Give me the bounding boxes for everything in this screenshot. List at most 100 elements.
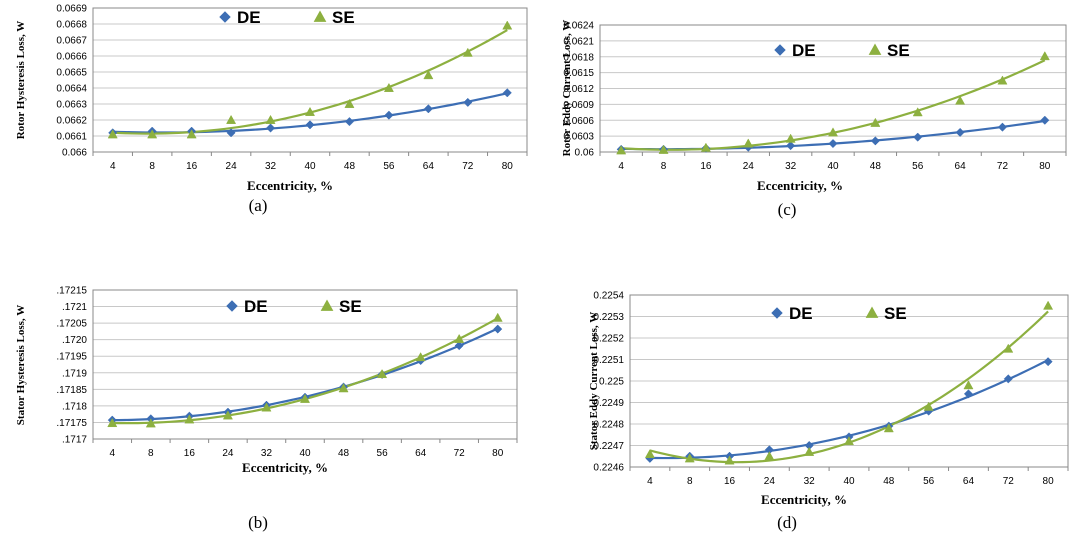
y-tick-label: 0.225: [599, 377, 624, 388]
x-tick-label: 24: [226, 161, 238, 172]
x-tick-label: 4: [647, 476, 653, 487]
panel-b-caption: (b): [248, 513, 268, 532]
y-tick-label: 0.06: [575, 148, 595, 159]
data-point-se: [147, 129, 158, 139]
data-point-se: [1039, 51, 1050, 61]
legend-label-se: SE: [339, 297, 362, 316]
legend-label-de: DE: [244, 297, 268, 316]
data-point-se: [843, 436, 855, 446]
panel-b-grid: [93, 289, 517, 440]
data-point-de: [493, 324, 503, 334]
x-tick-label: 72: [1003, 476, 1015, 487]
x-tick-label: 8: [661, 161, 667, 172]
x-tick-label: 24: [764, 476, 776, 487]
x-tick-label: 48: [344, 161, 356, 172]
data-point-se: [186, 129, 197, 139]
x-tick-label: 16: [186, 161, 198, 172]
x-tick-label: 4: [110, 161, 116, 172]
x-tick-label: 32: [804, 476, 816, 487]
x-tick-label: 48: [870, 161, 882, 172]
panel-d: 0.2246 0.2247 0.2248 0.2249 0.225 0.2251 0.225…: [588, 291, 1069, 532]
data-point-de: [1040, 115, 1050, 125]
data-point-se: [107, 417, 118, 428]
panel-a-grid: [93, 7, 527, 153]
panel-d-y-axis-title: Stator Eddy Current Loss, W: [588, 312, 600, 450]
y-tick-label: 0.0665: [56, 68, 87, 79]
panel-b-y-ticks: .1717 .17175 .1718 .17185 .1719 .17195 .1720 .1…: [56, 286, 87, 446]
legend-marker-se: [868, 43, 882, 55]
data-point-de: [1043, 357, 1053, 367]
y-tick-label: 0.2253: [593, 312, 624, 323]
plot-frame: [629, 294, 1069, 468]
x-tick-label: 4: [618, 161, 624, 172]
data-point-de: [265, 123, 276, 133]
data-point-se: [304, 106, 316, 116]
panel-b-legend: DE SE: [226, 297, 362, 316]
x-tick-label: 4: [109, 448, 115, 459]
data-point-se: [658, 144, 669, 154]
y-tick-label: .17185: [56, 385, 87, 396]
y-tick-label: 0.0667: [56, 36, 87, 47]
x-tick-label: 80: [492, 448, 504, 459]
data-point-de: [1003, 374, 1013, 384]
x-tick-label: 72: [454, 448, 466, 459]
x-tick-label: 56: [377, 448, 389, 459]
x-tick-label: 64: [415, 448, 427, 459]
data-point-se: [912, 107, 923, 117]
data-point-se: [415, 352, 426, 362]
data-point-se: [338, 383, 349, 393]
y-tick-label: 0.0668: [56, 20, 87, 31]
x-tick-label: 32: [785, 161, 797, 172]
panel-d-caption: (d): [777, 513, 797, 532]
data-point-de: [870, 136, 880, 146]
data-point-se: [492, 312, 503, 322]
y-tick-label: 0.0609: [563, 100, 594, 111]
panel-a-x-axis-title: Eccentricity, %: [247, 178, 333, 193]
data-point-se: [383, 82, 394, 92]
data-point-se: [997, 75, 1008, 85]
x-tick-label: 80: [1043, 476, 1055, 487]
panel-c-caption: (c): [778, 200, 797, 219]
x-tick-label: 56: [383, 161, 395, 172]
data-point-se: [827, 127, 839, 137]
legend-label-se: SE: [884, 304, 907, 323]
legend-label-de: DE: [789, 304, 813, 323]
y-tick-label: 0.0664: [56, 84, 87, 95]
x-tick-label: 80: [502, 161, 514, 172]
panel-b: .1717 .17175 .1718 .17185 .1719 .17195 .1720 .1…: [15, 286, 518, 532]
y-tick-label: 0.2251: [593, 355, 624, 366]
y-tick-label: .17195: [56, 352, 87, 363]
data-point-de: [913, 132, 923, 142]
y-tick-label: 0.066: [62, 148, 87, 159]
legend-marker-se: [320, 299, 334, 311]
x-tick-label: 72: [462, 161, 474, 172]
panel-a-y-axis-title: Rotor Hysteresis Loss, W: [15, 21, 27, 140]
data-point-se: [145, 418, 156, 428]
data-point-de: [963, 389, 974, 399]
panel-c-y-ticks: 0.06 0.0603 0.0606 0.0609 0.0612 0.0615 0.0618…: [563, 21, 594, 159]
data-point-se: [107, 129, 118, 139]
x-tick-label: 48: [338, 448, 350, 459]
x-tick-label: 48: [883, 476, 895, 487]
y-tick-label: 0.0662: [56, 116, 87, 127]
legend-marker-de: [219, 11, 231, 23]
panel-b-trend-lines: [112, 317, 499, 425]
data-point-se: [377, 368, 388, 379]
y-tick-label: 0.2246: [593, 463, 624, 474]
data-point-se: [724, 455, 735, 465]
x-tick-label: 64: [963, 476, 975, 487]
data-point-de: [423, 104, 433, 114]
data-point-se: [222, 410, 233, 420]
panel-d-frame: [629, 294, 1069, 468]
data-point-se: [764, 451, 775, 461]
legend-label-de: DE: [792, 41, 816, 60]
data-point-se: [502, 20, 513, 30]
data-point-de: [463, 97, 473, 107]
data-point-se: [265, 114, 276, 124]
data-point-de: [502, 88, 512, 98]
y-tick-label: .1717: [62, 435, 87, 446]
y-tick-label: .1720: [62, 335, 87, 346]
panel-c-frame: [599, 24, 1067, 153]
data-point-de: [828, 138, 838, 149]
legend-label-se: SE: [887, 41, 910, 60]
